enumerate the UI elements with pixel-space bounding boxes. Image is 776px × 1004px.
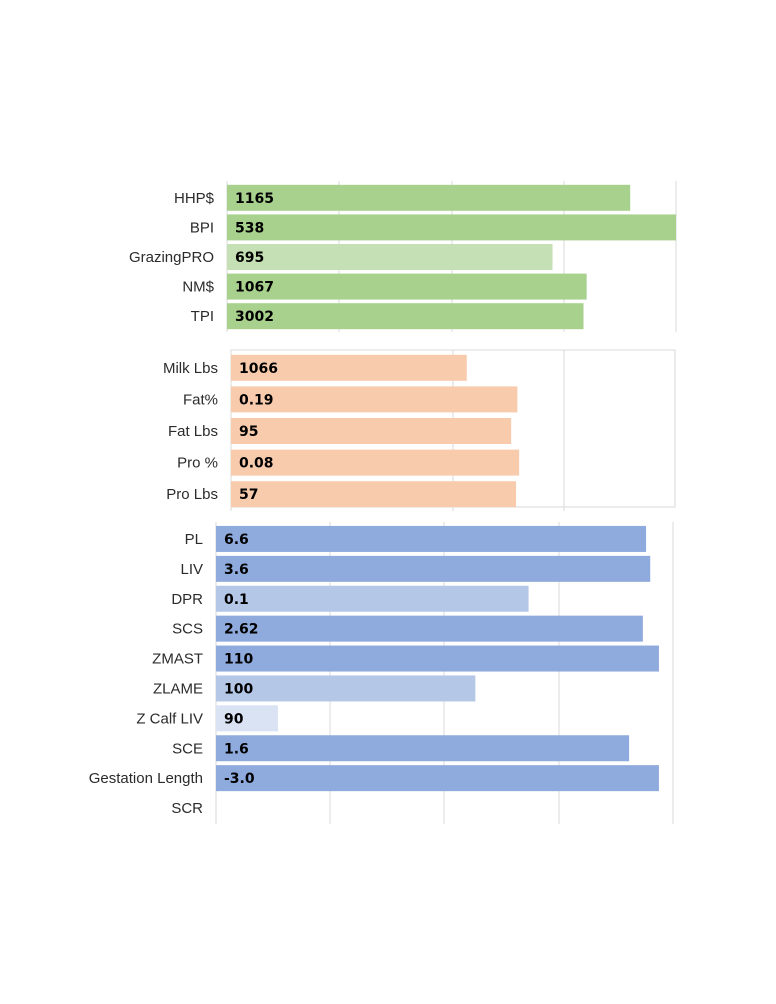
bar — [216, 705, 278, 732]
data-label: 95 — [239, 424, 258, 440]
health-traits-chart: PL 6.6 LIV 3.6 DPR 0.1 SCS 2.62 ZMAST 110 ZLAME 100… — [89, 522, 674, 824]
bar — [216, 585, 529, 612]
category-label: SCS — [172, 621, 203, 638]
category-label: BPI — [190, 219, 214, 236]
data-label: 3002 — [235, 309, 274, 325]
data-label: 1066 — [239, 361, 278, 377]
data-label: 90 — [224, 711, 244, 727]
category-label: GrazingPRO — [129, 249, 214, 266]
data-label: 0.1 — [224, 592, 249, 608]
category-label: SCE — [172, 740, 203, 757]
bar — [227, 244, 553, 270]
category-label: Pro % — [177, 455, 218, 472]
category-label: TPI — [191, 308, 214, 325]
data-label: -3.0 — [224, 771, 255, 787]
bar — [231, 386, 518, 413]
data-label: 2.62 — [224, 622, 259, 638]
data-label: 3.6 — [224, 562, 249, 578]
bar — [227, 184, 631, 211]
bar — [231, 449, 520, 476]
data-label: 110 — [224, 652, 253, 668]
bar — [216, 765, 659, 792]
category-label: HHP$ — [174, 190, 215, 207]
bar — [216, 555, 651, 582]
category-label: ZLAME — [153, 680, 203, 697]
bar — [216, 615, 643, 642]
category-label: Fat% — [183, 391, 218, 408]
category-label: Pro Lbs — [166, 486, 218, 503]
bar — [231, 354, 467, 381]
category-label: SCR — [171, 800, 203, 817]
bar — [231, 418, 512, 444]
bar — [216, 645, 659, 672]
category-label: ZMAST — [152, 651, 203, 668]
bar — [227, 273, 587, 300]
data-label: 0.08 — [239, 456, 274, 472]
bar — [216, 735, 630, 762]
data-label: 6.6 — [224, 532, 249, 548]
genomic-indexes-chart: HHP$ 1165 BPI 538 GrazingPRO 695 NM$ 1067 TPI 300… — [129, 181, 677, 332]
bar — [227, 214, 676, 241]
bar — [227, 303, 584, 330]
data-label: 100 — [224, 681, 253, 697]
data-label: 1165 — [235, 191, 274, 207]
data-label: 695 — [235, 250, 264, 266]
data-label: 57 — [239, 487, 258, 503]
bar — [216, 525, 647, 552]
category-label: PL — [185, 531, 203, 548]
bar — [231, 481, 517, 508]
category-label: Gestation Length — [89, 770, 203, 787]
production-chart: Milk Lbs 1066 Fat% 0.19 Fat Lbs 95 Pro % 0.08 Pr… — [163, 349, 676, 511]
category-label: LIV — [180, 561, 203, 578]
data-label: 1067 — [235, 280, 274, 296]
category-label: Milk Lbs — [163, 360, 218, 377]
category-label: DPR — [171, 591, 203, 608]
category-label: NM$ — [182, 279, 214, 296]
category-label: Fat Lbs — [168, 423, 218, 440]
data-label: 0.19 — [239, 392, 274, 408]
data-label: 538 — [235, 220, 264, 236]
category-label: Z Calf LIV — [136, 710, 203, 727]
bar — [216, 675, 476, 702]
data-label: 1.6 — [224, 741, 249, 757]
